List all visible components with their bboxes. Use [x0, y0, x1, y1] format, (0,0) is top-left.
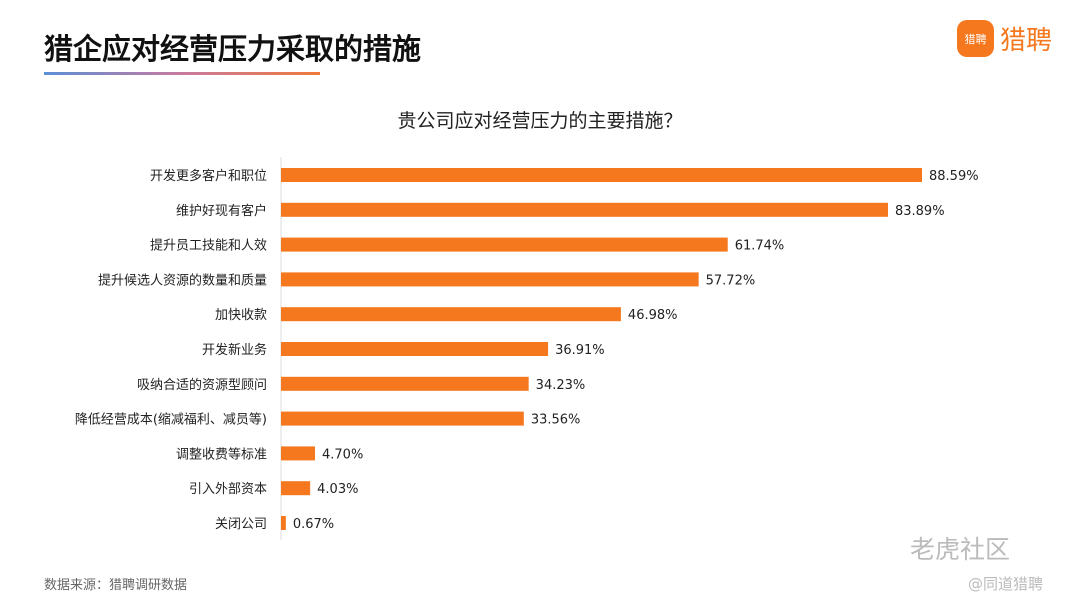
category-label: 降低经营成本(缩减福利、减员等)	[75, 412, 267, 428]
bar	[281, 202, 888, 217]
bar	[281, 446, 316, 461]
data-label: 83.89%	[895, 204, 945, 219]
bar	[281, 307, 621, 322]
logo-text: 猎聘	[1000, 26, 1053, 56]
data-label: 57.72%	[706, 273, 756, 288]
category-label: 调整收费等标准	[176, 446, 267, 462]
bar	[281, 342, 549, 356]
title-underline	[44, 72, 320, 75]
data-label: 4.03%	[317, 482, 358, 497]
category-label: 引入外部资本	[189, 482, 267, 497]
bar	[281, 237, 728, 252]
category-label: 吸纳合适的资源型顾问	[137, 377, 267, 393]
category-label: 维护好现有客户	[176, 203, 267, 219]
data-label: 4.70%	[322, 447, 363, 462]
data-label: 36.91%	[555, 343, 605, 358]
bar	[281, 168, 922, 182]
category-label: 开发更多客户和职位	[150, 168, 267, 184]
data-label: 33.56%	[531, 413, 581, 428]
data-source: 数据来源：猎聘调研数据	[44, 578, 188, 593]
category-label: 加快收款	[215, 308, 267, 323]
bar	[281, 411, 524, 426]
data-label: 88.59%	[929, 169, 979, 184]
data-label: 34.23%	[536, 378, 586, 393]
category-label: 提升候选人资源的数量和质量	[98, 272, 267, 288]
page-title: 猎企应对经营压力采取的措施	[44, 32, 422, 66]
category-label: 关闭公司	[215, 517, 267, 532]
chart-title: 贵公司应对经营压力的主要措施？	[397, 110, 683, 132]
bar	[281, 481, 311, 496]
data-label: 46.98%	[628, 308, 678, 323]
bar	[281, 516, 286, 530]
bar	[281, 272, 699, 287]
data-label: 0.67%	[293, 517, 334, 532]
liepin-logo: 猎聘 猎聘	[957, 20, 1052, 57]
watermark-laohu: 老虎社区	[910, 535, 1011, 564]
bar	[281, 376, 529, 391]
watermark-author: @同道猎聘	[968, 575, 1044, 593]
logo-badge-icon: 猎聘	[957, 20, 994, 57]
data-label: 61.74%	[735, 239, 785, 254]
category-label: 提升员工技能和人效	[150, 238, 267, 254]
category-label: 开发新业务	[202, 342, 267, 358]
